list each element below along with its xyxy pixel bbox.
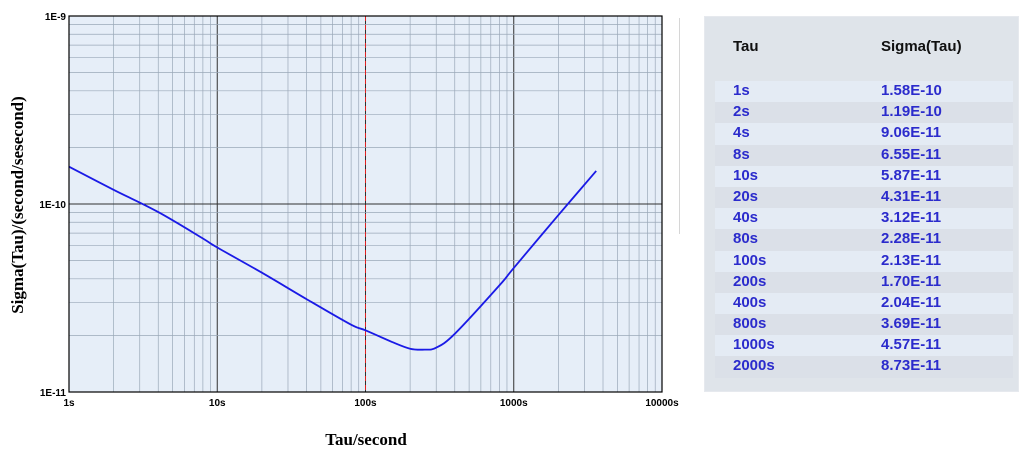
tau-cell: 80s: [733, 230, 759, 248]
x-tick-label: 10000s: [645, 398, 679, 409]
x-tick-label: 10s: [209, 398, 226, 409]
table-header: Tau Sigma(Tau): [705, 17, 1018, 81]
x-axis-label: Tau/second: [325, 430, 407, 449]
sigma-cell: 9.06E-11: [881, 124, 942, 142]
tau-cell: 400s: [733, 293, 767, 311]
table-row: 1s 1.58E-10: [715, 81, 1013, 103]
y-tick-label: 1E-11: [40, 388, 67, 399]
allan-deviation-chart: 1s 10s 100s 1000s 10000s 1E-11 1E-10 1E-9: [39, 12, 679, 409]
tau-cell: 20s: [733, 187, 759, 205]
table-row: 2000s 8.73E-11: [715, 356, 1013, 378]
tau-cell: 800s: [733, 315, 767, 333]
tau-cell: 10s: [733, 166, 759, 184]
sigma-cell: 3.69E-11: [881, 315, 942, 333]
tau-cell: 100s: [733, 251, 767, 269]
panel-divider: [679, 18, 680, 234]
sigma-cell: 4.57E-11: [881, 336, 942, 354]
sigma-cell: 8.73E-11: [881, 357, 942, 375]
table-row: 1000s 4.57E-11: [715, 335, 1013, 357]
table-row: 2s 1.19E-10: [715, 102, 1013, 124]
table-row: 20s 4.31E-11: [715, 186, 1013, 209]
tau-cell: 8s: [733, 145, 750, 163]
tau-cell: 1000s: [733, 336, 775, 354]
x-tick-label: 100s: [354, 398, 377, 409]
table-row: 40s 3.12E-11: [715, 208, 1013, 230]
sigma-cell: 2.04E-11: [881, 293, 942, 311]
table-row: 4s 9.06E-11: [715, 123, 1013, 145]
y-tick-label: 1E-10: [39, 200, 66, 211]
table-row: 10s 5.87E-11: [715, 165, 1013, 187]
header-sigma-tau: Sigma(Tau): [881, 38, 962, 55]
sigma-cell: 5.87E-11: [881, 166, 942, 184]
tau-cell: 4s: [733, 124, 750, 142]
tau-cell: 2s: [733, 103, 750, 121]
sigma-cell: 1.70E-11: [881, 272, 942, 290]
plot-frame: [68, 15, 663, 393]
tau-cell: 2000s: [733, 357, 775, 375]
x-tick-label: 1s: [63, 398, 75, 409]
y-tick-labels: 1E-11 1E-10 1E-9: [39, 12, 66, 399]
table-row: 400s 2.04E-11: [715, 292, 1013, 315]
sigma-cell: 2.28E-11: [881, 230, 942, 248]
y-axis-label-container: Sigma(Tau)/(second/sesecond): [6, 0, 30, 452]
header-tau: Tau: [733, 38, 759, 55]
y-tick-label: 1E-9: [45, 12, 67, 23]
sigma-cell: 6.55E-11: [881, 145, 942, 163]
tau-cell: 40s: [733, 209, 759, 227]
tau-cell: 200s: [733, 272, 767, 290]
table-body: 1s 1.58E-10 2s 1.19E-10 4s 9.06E-11 8s 6.55E-11…: [715, 81, 1013, 378]
sigma-cell: 1.58E-10: [881, 82, 942, 99]
sigma-cell: 2.13E-11: [881, 251, 942, 269]
x-tick-labels: 1s 10s 100s 1000s 10000s: [63, 398, 679, 409]
sigma-tau-table: Tau Sigma(Tau) 1s 1.58E-10 2s 1.19E-10 4s 9.0…: [704, 16, 1019, 392]
table-row: 100s 2.13E-11: [715, 250, 1013, 272]
sigma-cell: 4.31E-11: [881, 187, 942, 205]
sigma-cell: 1.19E-10: [881, 103, 942, 121]
table-row: 200s 1.70E-11: [715, 271, 1013, 293]
table-row: 800s 3.69E-11: [715, 314, 1013, 336]
sigma-tau-curve: [68, 165, 597, 351]
table-row: 80s 2.28E-11: [715, 229, 1013, 251]
y-axis-label: Sigma(Tau)/(second/sesecond): [8, 96, 27, 314]
tau-cell: 1s: [733, 82, 750, 99]
table-row: 8s 6.55E-11: [715, 144, 1013, 166]
sigma-cell: 3.12E-11: [881, 209, 942, 227]
data-series: [68, 165, 597, 351]
x-tick-label: 1000s: [500, 398, 528, 409]
